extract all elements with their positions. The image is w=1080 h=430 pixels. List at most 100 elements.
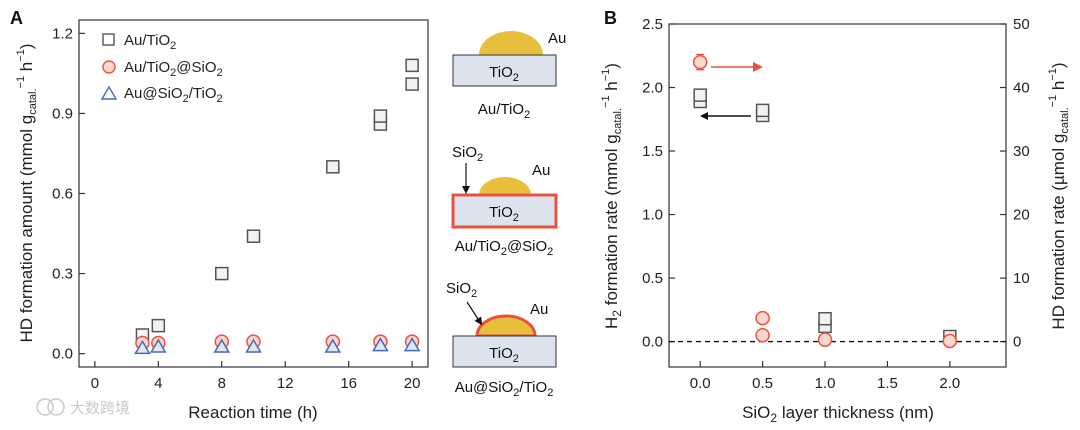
au-label: Au: [548, 30, 566, 47]
right-y-tick-label: 50: [1013, 16, 1030, 33]
y-tick-label: 1.2: [52, 25, 73, 42]
data-point-au-tio2: [215, 266, 229, 281]
data-point-h2-formation-rate: [818, 311, 832, 326]
panel-a-x-axis-label: Reaction time (h): [188, 403, 317, 422]
right-y-tick-label: 20: [1013, 207, 1030, 224]
watermark: 大数跨境: [36, 398, 130, 417]
legend-entry-au-tio2: Au/TiO2: [124, 32, 176, 52]
data-point-au-sio2-tio2: [134, 339, 151, 355]
left-y-tick-label: 0.5: [642, 270, 663, 287]
panel-a: A 0 4 8 12 16 20 0.0 0.3 0.6 0.9 1.2 Reaction tim…: [10, 8, 429, 422]
panel-b-x-axis-label: SiO2 layer thickness (nm): [742, 403, 934, 425]
data-point-au-tio2: [326, 160, 340, 174]
data-point-au-sio2-tio2: [245, 338, 262, 353]
legend-entry-au-tio2-sio2: Au/TiO2@SiO2: [124, 59, 223, 79]
left-y-tick-label: 1.5: [642, 143, 663, 160]
sio2-label: SiO2: [446, 280, 477, 300]
data-point-au-tio2: [151, 318, 166, 333]
gold-particle-shell: [475, 314, 537, 338]
left-y-tick-label: 0.0: [642, 334, 663, 351]
tio2-substrate: [452, 335, 557, 368]
x-tick-label: 2.0: [939, 375, 960, 392]
left-y-tick-label: 2.5: [642, 16, 663, 33]
panel-a-label: A: [10, 8, 23, 28]
panel-b-right-y-ticks: 0 10 20 30 40 50: [1000, 16, 1030, 351]
panel-b-data-marks: [692, 53, 958, 349]
y-tick-label: 0.3: [52, 266, 73, 283]
x-tick-label: 1.0: [815, 375, 836, 392]
data-point-au-sio2-tio2: [150, 338, 167, 353]
schematic-caption-au-tio2-sio2: Au/TiO2@SiO2: [455, 238, 554, 258]
panel-b-right-y-axis-label: HD formation rate (µmol gcatal.−1 h−1): [1047, 62, 1071, 329]
schematic-au-sio2-tio2: TiO2 SiO2 Au Au@SiO2/TiO2: [446, 280, 557, 399]
y-tick-label: 0.9: [52, 105, 73, 122]
panel-b-left-y-ticks: 0.0 0.5 1.0 1.5 2.0 2.5: [642, 16, 675, 351]
data-point-au-tio2: [405, 58, 419, 73]
x-tick-label: 4: [154, 375, 162, 392]
data-point-hd-formation-rate: [817, 332, 833, 347]
x-tick-label: 20: [404, 375, 421, 392]
gold-particle: [479, 177, 531, 195]
data-point-hd-formation-rate: [942, 333, 958, 349]
watermark-text: 大数跨境: [70, 399, 130, 417]
tio2-label: TiO2: [489, 64, 519, 84]
panel-a-y-ticks: 0.0 0.3 0.6 0.9 1.2: [52, 25, 85, 363]
data-point-au-sio2-tio2: [213, 338, 231, 353]
data-point-au-sio2-tio2: [372, 337, 389, 352]
gold-particle: [479, 31, 543, 55]
panel-a-legend: Au/TiO2 Au/TiO2@SiO2 Au@SiO2/TiO2: [100, 32, 223, 105]
legend-marker-au-tio2-sio2: [102, 60, 116, 74]
data-point-hd-formation-rate: [755, 327, 770, 343]
panel-a-y-axis-label: HD formation amount (mmol gcatal.−1 h−1): [15, 44, 39, 343]
x-tick-label: 0.0: [690, 375, 711, 392]
data-point-h2-formation-rate: [755, 103, 770, 118]
legend-marker-au-sio2-tio2: [100, 85, 118, 100]
tio2-label: TiO2: [489, 345, 519, 365]
watermark-logo-icon: [47, 398, 65, 416]
data-point-hd-formation-rate: [755, 310, 770, 326]
right-y-tick-label: 0: [1013, 334, 1021, 351]
panel-b-x-ticks: 0.0 0.5 1.0 1.5 2.0: [690, 361, 960, 392]
tio2-label: TiO2: [489, 204, 519, 224]
right-y-tick-label: 30: [1013, 143, 1030, 160]
panel-a-data-marks: [134, 58, 421, 355]
data-point-au-sio2-tio2: [403, 337, 421, 352]
legend-marker-au-tio2: [102, 33, 115, 46]
x-tick-label: 8: [218, 375, 226, 392]
panel-a-x-ticks: 0 4 8 12 16 20: [91, 361, 421, 392]
y-tick-label: 0.0: [52, 346, 73, 363]
panel-b: B 0.0 0.5 1.0 1.5 2.0 0.0 0.5 1.0 1.5 2.0 2.5 0 10…: [600, 8, 1071, 425]
left-y-tick-label: 1.0: [642, 207, 663, 224]
data-point-au-tio2: [373, 109, 388, 123]
data-point-au-tio2: [246, 229, 261, 243]
schematic-au-tio2-sio2: TiO2 SiO2 Au Au/TiO2@SiO2: [451, 144, 558, 258]
right-y-tick-label: 10: [1013, 270, 1030, 287]
au-label: Au: [532, 162, 550, 179]
data-point-h2-formation-rate: [693, 88, 707, 102]
watermark-logo-icon: [36, 398, 54, 416]
schematic-au-tio2: TiO2 Au Au/TiO2: [452, 30, 566, 121]
x-tick-label: 0: [91, 375, 99, 392]
right-y-tick-label: 40: [1013, 80, 1030, 97]
y-tick-label: 0.6: [52, 186, 73, 203]
schematic-caption-au-tio2: Au/TiO2: [478, 101, 530, 121]
panel-b-left-y-axis-label: H2 formation rate (mmol gcatal.−1 h−1): [600, 63, 624, 329]
tio2-substrate: [452, 54, 557, 87]
data-point-au-sio2-tio2: [324, 338, 342, 353]
x-tick-label: 12: [277, 375, 294, 392]
schematic: TiO2 Au Au/TiO2 TiO2 SiO2 Au Au/TiO2@SiO…: [446, 30, 566, 399]
au-label: Au: [530, 301, 548, 318]
panel-b-frame: [668, 23, 1007, 368]
x-tick-label: 16: [340, 375, 357, 392]
tio2-substrate: [451, 193, 558, 229]
panel-b-label: B: [604, 8, 617, 28]
left-y-tick-label: 2.0: [642, 80, 663, 97]
sio2-label: SiO2: [452, 144, 483, 164]
legend-entry-au-sio2-tio2: Au@SiO2/TiO2: [124, 85, 223, 105]
data-point-au-tio2: [405, 77, 419, 91]
data-point-hd-formation-rate: [692, 54, 708, 70]
schematic-caption-au-sio2-tio2: Au@SiO2/TiO2: [455, 379, 554, 399]
x-tick-label: 0.5: [752, 375, 773, 392]
sio2-pointer-arrow: [466, 301, 483, 326]
